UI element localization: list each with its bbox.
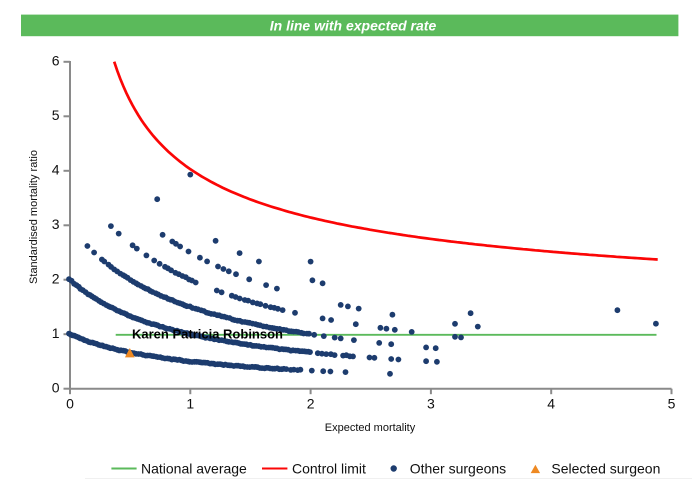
svg-text:1: 1 (52, 325, 60, 341)
svg-text:National average: National average (141, 461, 247, 477)
svg-text:0: 0 (66, 396, 74, 412)
svg-text:Selected surgeon: Selected surgeon (551, 461, 660, 477)
svg-text:6: 6 (52, 53, 60, 69)
svg-text:4: 4 (547, 396, 555, 412)
svg-text:Other surgeons: Other surgeons (410, 461, 507, 477)
svg-text:0: 0 (52, 380, 60, 396)
svg-text:5: 5 (52, 107, 60, 123)
svg-text:3: 3 (427, 396, 435, 412)
svg-text:1: 1 (186, 396, 194, 412)
svg-text:Karen Patricia Robinson: Karen Patricia Robinson (132, 327, 283, 342)
svg-text:Control limit: Control limit (292, 461, 366, 477)
svg-text:5: 5 (668, 396, 676, 412)
svg-text:2: 2 (307, 396, 315, 412)
svg-text:4: 4 (52, 162, 60, 178)
svg-text:Expected mortality: Expected mortality (325, 422, 416, 434)
svg-text:Standardised mortality ratio: Standardised mortality ratio (28, 150, 40, 284)
svg-text:2: 2 (52, 271, 60, 287)
svg-text:3: 3 (52, 216, 60, 232)
svg-text:In line with expected rate: In line with expected rate (270, 18, 437, 34)
